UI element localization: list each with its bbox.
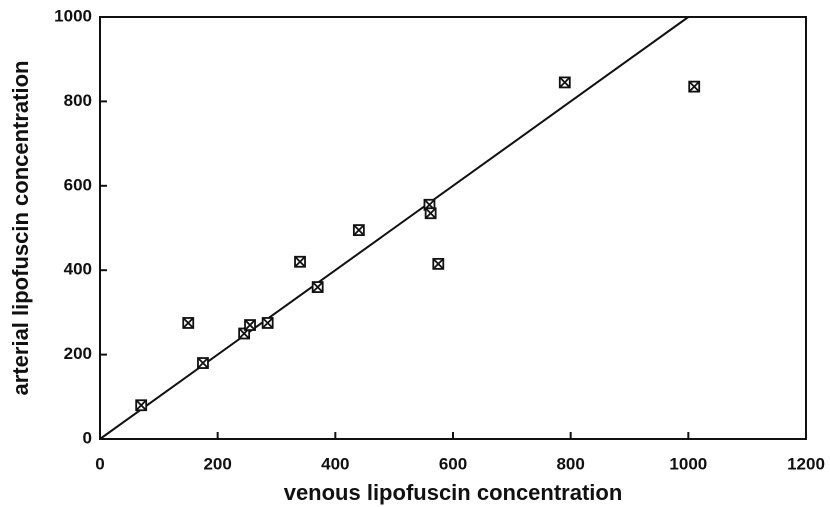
y-tick-label: 800 xyxy=(64,91,92,110)
x-tick-label: 1200 xyxy=(787,454,825,473)
point xyxy=(424,207,437,220)
plot-frame xyxy=(99,16,807,440)
point xyxy=(244,319,256,331)
point-cross xyxy=(197,357,209,369)
point xyxy=(311,281,324,293)
point xyxy=(294,255,306,268)
point xyxy=(261,317,274,329)
point-cross xyxy=(262,317,274,329)
x-tick-label: 600 xyxy=(439,454,467,473)
y-tick-label: 200 xyxy=(64,344,92,363)
point-cross xyxy=(432,258,444,270)
point-cross xyxy=(135,399,147,411)
y-tick-label: 0 xyxy=(83,428,92,447)
point-cross xyxy=(294,256,306,268)
y-axis-label: arterial lipofuscin concentration xyxy=(8,61,33,396)
point xyxy=(197,357,209,369)
point-cross xyxy=(244,319,256,331)
point-cross xyxy=(425,207,437,219)
x-axis-label: venous lipofuscin concentration xyxy=(284,480,623,505)
fit-line xyxy=(99,16,689,440)
point-cross xyxy=(312,281,324,293)
point xyxy=(558,76,571,89)
x-tick-label: 800 xyxy=(556,454,584,473)
point-cross xyxy=(559,76,571,89)
y-tick-label: 400 xyxy=(64,260,92,279)
x-tick-label: 400 xyxy=(321,454,349,473)
x-tick-label: 200 xyxy=(203,454,231,473)
point xyxy=(688,80,701,93)
point xyxy=(135,399,148,412)
y-tick-label: 600 xyxy=(64,175,92,194)
point-cross xyxy=(182,317,194,329)
point xyxy=(432,257,445,270)
y-tick-label: 1000 xyxy=(54,6,92,25)
point xyxy=(182,317,195,329)
x-tick-label: 1000 xyxy=(669,454,707,473)
point xyxy=(352,224,365,237)
point-cross xyxy=(688,80,700,93)
x-tick-label: 0 xyxy=(95,454,104,473)
point-cross xyxy=(353,224,365,236)
